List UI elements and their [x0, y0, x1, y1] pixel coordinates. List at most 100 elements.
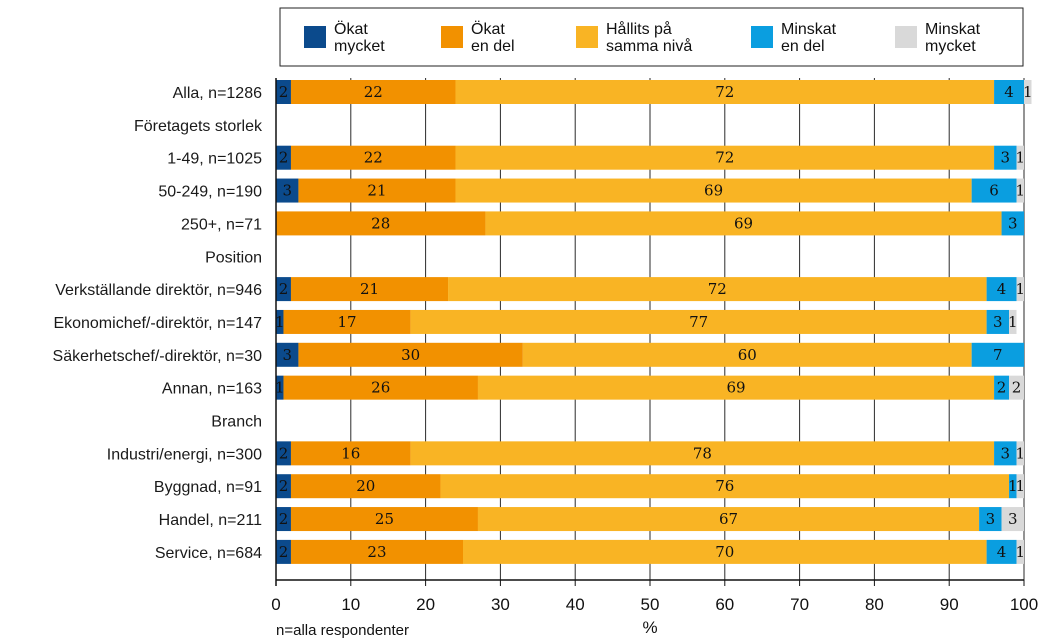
legend-swatch — [895, 26, 917, 48]
value-label: 1 — [1015, 543, 1025, 561]
value-label: 3 — [1008, 510, 1018, 528]
x-tick-label: 50 — [641, 595, 660, 614]
x-tick-label: 20 — [416, 595, 435, 614]
category-label: Verkställande direktör, n=946 — [55, 282, 262, 299]
value-label: 7 — [993, 346, 1003, 364]
bar-segment — [522, 342, 972, 367]
value-label: 22 — [364, 149, 383, 167]
bar-segment — [971, 178, 1017, 203]
bar-segment — [1001, 211, 1024, 236]
value-label: 78 — [693, 444, 712, 462]
value-label: 21 — [367, 182, 386, 200]
category-label: Annan, n=163 — [162, 381, 262, 398]
category-labels: Alla, n=1286 Företagets storlek 1-49, n=10… — [53, 85, 263, 562]
bar-segment — [994, 80, 1024, 104]
value-label: 4 — [1004, 83, 1014, 101]
legend-label: Ökat en del — [471, 20, 515, 55]
category-label: Byggnad, n=91 — [154, 479, 262, 496]
x-axis-title: % — [642, 618, 657, 637]
value-label: 2 — [279, 444, 289, 462]
x-tick-label: 60 — [715, 595, 734, 614]
category-label: Industri/energi, n=300 — [107, 446, 262, 463]
bar-segment — [276, 474, 291, 499]
bar-segment — [1016, 539, 1024, 564]
bar-segment — [276, 178, 299, 203]
value-label: 1 — [1015, 182, 1025, 200]
bar-segment — [455, 145, 995, 170]
category-label: Alla, n=1286 — [173, 85, 263, 102]
category-label: 1-49, n=1025 — [167, 151, 262, 168]
value-label: 3 — [1001, 444, 1011, 462]
value-label: 69 — [734, 214, 753, 232]
bar-segment — [986, 309, 1010, 334]
value-label: 1 — [1015, 444, 1025, 462]
bar-segment — [477, 375, 995, 400]
category-label: 50-249, n=190 — [158, 184, 262, 201]
value-label: 1 — [1015, 477, 1025, 495]
value-label: 1 — [1008, 313, 1018, 331]
value-label: 1 — [1015, 149, 1025, 167]
value-label: 1 — [1015, 280, 1025, 298]
category-label: Ekonomichef/-direktör, n=147 — [53, 315, 262, 332]
value-label: 3 — [282, 346, 292, 364]
value-label: 22 — [364, 83, 383, 101]
value-label: 1 — [1023, 83, 1033, 101]
value-label: 72 — [708, 280, 727, 298]
value-label: 3 — [282, 182, 292, 200]
value-label: 21 — [360, 280, 379, 298]
bar-segment — [276, 507, 291, 532]
x-tick-label: 90 — [940, 595, 959, 614]
bar-segment — [986, 539, 1017, 564]
bar-segment — [410, 441, 995, 466]
x-tick-label: 30 — [491, 595, 510, 614]
bar-segment — [276, 342, 299, 367]
value-label: 2 — [1012, 379, 1022, 397]
bar-segment — [1016, 178, 1024, 203]
value-label: 4 — [997, 543, 1007, 561]
value-label: 28 — [371, 214, 390, 232]
value-label: 70 — [715, 543, 734, 561]
value-label: 2 — [997, 379, 1007, 397]
bar-segment — [440, 474, 1010, 499]
bar-segment — [290, 507, 478, 532]
bar-segment — [276, 145, 291, 170]
bar-segment — [979, 507, 1002, 532]
value-label: 2 — [279, 477, 289, 495]
legend-label: Ökat mycket — [334, 20, 385, 55]
bar-segment — [290, 441, 411, 466]
value-label: 1 — [275, 379, 285, 397]
value-label: 3 — [1008, 214, 1018, 232]
bar-segment — [994, 145, 1017, 170]
group-header: Företagets storlek — [134, 118, 263, 135]
bar-segment — [1016, 277, 1024, 302]
bar-segment — [283, 309, 411, 334]
category-label: Säkerhetschef/-direktör, n=30 — [53, 348, 263, 365]
bar-segment — [1009, 309, 1017, 334]
bar-segment — [455, 80, 995, 104]
value-label: 3 — [993, 313, 1003, 331]
value-label: 2 — [279, 510, 289, 528]
legend-label: Hållits på samma nivå — [606, 20, 692, 55]
legend-swatch — [751, 26, 773, 48]
bar-segment — [1001, 507, 1024, 532]
value-label: 76 — [715, 477, 734, 495]
value-label: 1 — [1008, 477, 1018, 495]
bar-segment — [1016, 145, 1024, 170]
bar-segment — [276, 375, 284, 400]
value-label: 25 — [375, 510, 394, 528]
x-tick-label: 10 — [341, 595, 360, 614]
bar-segment — [1009, 375, 1024, 400]
x-tick-label: 100 — [1010, 595, 1038, 614]
x-tick-label: 40 — [566, 595, 585, 614]
value-label: 16 — [341, 444, 360, 462]
value-label: 72 — [715, 149, 734, 167]
legend: Ökat mycket Ökat en del Hållits på samma nivå… — [279, 7, 1024, 67]
value-label: 6 — [989, 182, 999, 200]
x-tick-label: 70 — [790, 595, 809, 614]
bar-segment — [276, 277, 291, 302]
value-label: 23 — [367, 543, 386, 561]
legend-swatch — [441, 26, 463, 48]
bar-segment — [283, 375, 478, 400]
value-label: 69 — [704, 182, 723, 200]
